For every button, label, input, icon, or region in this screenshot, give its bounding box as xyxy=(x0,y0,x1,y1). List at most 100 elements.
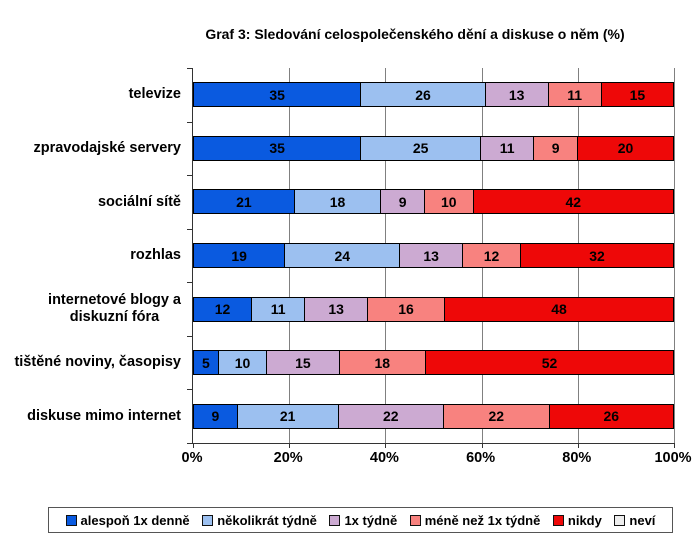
stacked-bar: 21 18 9 10 42 xyxy=(193,189,674,215)
bar-row: 12 11 13 16 48 xyxy=(193,282,674,336)
legend-label: alespoň 1x denně xyxy=(80,512,190,528)
bar-segment: 11 xyxy=(251,297,305,321)
legend-label: nikdy xyxy=(567,512,602,528)
bar-segment-value: 10 xyxy=(440,193,457,210)
bar-segment-value: 42 xyxy=(565,193,582,210)
bar-segment-value: 16 xyxy=(398,301,414,318)
bar-segment: 52 xyxy=(425,351,673,375)
category-label-row: televize xyxy=(0,68,186,122)
x-axis-tick-label: 0% xyxy=(181,450,203,466)
legend-swatch xyxy=(552,514,564,526)
bar-segment: 9 xyxy=(533,136,577,160)
bar-segment-value: 10 xyxy=(234,354,251,371)
category-label: zpravodajské servery xyxy=(33,140,181,157)
legend-label: neví xyxy=(629,512,656,528)
bar-segment-value: 9 xyxy=(211,408,220,425)
bar-segment-value: 11 xyxy=(499,140,515,157)
stacked-bar: 35 25 11 9 20 xyxy=(193,135,674,161)
x-axis-tick-label: 100% xyxy=(654,450,692,466)
bar-row: 9 21 22 22 26 xyxy=(193,389,674,443)
x-axis-tick xyxy=(193,443,194,448)
bar-row: 5 10 15 18 52 xyxy=(193,336,674,390)
bar-segment-value: 22 xyxy=(488,408,505,425)
stacked-bar: 5 10 15 18 52 xyxy=(193,350,674,376)
x-axis-tick-label: 40% xyxy=(369,450,399,466)
bar-segment: 19 xyxy=(194,244,285,268)
legend-swatch xyxy=(614,514,626,526)
legend-swatch xyxy=(329,514,341,526)
bar-row: 21 18 9 10 42 xyxy=(193,175,674,229)
bar-segment: 15 xyxy=(266,351,339,375)
bar-segment: 5 xyxy=(194,351,218,375)
bar-segment: 13 xyxy=(304,297,367,321)
x-axis-labels: 0% 20% 40% 60% 80% 100% xyxy=(182,450,692,470)
bar-segment-value: 11 xyxy=(270,301,286,318)
x-axis-tick-label: 20% xyxy=(273,450,303,466)
category-label: diskuse mimo internet xyxy=(27,407,181,424)
bar-rows: 35 26 13 11 15 35 25 11 9 20 21 18 9 10 42 19 24 13 12 32 12… xyxy=(193,68,674,443)
bar-segment-value: 12 xyxy=(214,301,231,318)
stacked-bar: 9 21 22 22 26 xyxy=(193,403,674,429)
legend-item: méně než 1x týdně xyxy=(409,512,541,528)
bar-segment: 9 xyxy=(194,404,237,428)
gridline xyxy=(674,68,675,443)
bar-segment: 48 xyxy=(444,297,673,321)
legend-label: méně než 1x týdně xyxy=(424,512,541,528)
bar-segment-value: 21 xyxy=(279,408,296,425)
y-axis-tick xyxy=(187,121,192,123)
bar-segment-value: 52 xyxy=(541,354,558,371)
bar-segment-value: 26 xyxy=(603,408,620,425)
bar-segment: 12 xyxy=(462,244,520,268)
legend-swatch xyxy=(202,514,214,526)
category-label: rozhlas xyxy=(130,247,181,264)
legend-item: 1x týdně xyxy=(329,513,397,528)
bar-segment: 9 xyxy=(380,190,424,214)
bar-segment: 32 xyxy=(520,244,673,268)
x-axis-tick xyxy=(385,443,387,448)
bar-segment-value: 32 xyxy=(589,247,605,264)
category-label: tištěné noviny, časopisy xyxy=(14,354,181,371)
stacked-bar: 12 11 13 16 48 xyxy=(193,296,674,322)
bar-segment: 10 xyxy=(424,190,473,214)
bar-row: 35 26 13 11 15 xyxy=(193,68,674,122)
bar-segment: 18 xyxy=(293,190,381,214)
bar-segment-value: 11 xyxy=(567,86,583,103)
bar-segment-value: 15 xyxy=(295,354,311,371)
bar-segment-value: 48 xyxy=(551,301,567,318)
bar-row: 19 24 13 12 32 xyxy=(193,229,674,283)
legend: alespoň 1x denně několikrát týdně 1x týdně… xyxy=(48,507,673,533)
bar-segment: 11 xyxy=(480,136,534,160)
x-axis-tick-label: 60% xyxy=(466,450,496,466)
bar-segment: 10 xyxy=(217,351,267,375)
legend-item: nikdy xyxy=(552,512,602,528)
bar-segment-value: 21 xyxy=(236,193,252,210)
bar-segment: 26 xyxy=(360,83,485,107)
bar-segment: 11 xyxy=(547,83,601,107)
bar-row: 35 25 11 9 20 xyxy=(193,122,674,176)
bar-segment: 42 xyxy=(472,190,673,214)
bar-segment: 18 xyxy=(338,351,425,375)
bar-segment-value: 24 xyxy=(334,247,351,264)
legend-item: neví xyxy=(614,513,655,528)
y-axis-tick xyxy=(187,389,192,391)
category-label-row: diskuse mimo internet xyxy=(0,389,186,443)
bar-segment: 21 xyxy=(236,404,338,428)
bar-segment: 35 xyxy=(194,83,361,107)
bar-segment: 15 xyxy=(600,83,673,107)
category-labels: televize zpravodajské servery sociální sít… xyxy=(0,68,186,443)
bar-segment-value: 5 xyxy=(201,354,210,371)
bar-segment-value: 18 xyxy=(374,354,391,371)
bar-segment-value: 26 xyxy=(415,86,431,103)
bar-segment-value: 22 xyxy=(382,408,399,425)
bar-segment: 16 xyxy=(367,297,444,321)
stacked-bar: 19 24 13 12 32 xyxy=(193,243,674,269)
bar-segment: 13 xyxy=(484,83,548,107)
bar-segment: 12 xyxy=(194,297,251,321)
bar-segment-value: 9 xyxy=(398,193,407,210)
legend-swatch xyxy=(65,514,77,526)
y-axis-tick xyxy=(187,443,192,444)
bar-segment-value: 35 xyxy=(269,140,285,157)
legend-swatch xyxy=(409,514,421,526)
y-axis-tick xyxy=(187,175,192,177)
